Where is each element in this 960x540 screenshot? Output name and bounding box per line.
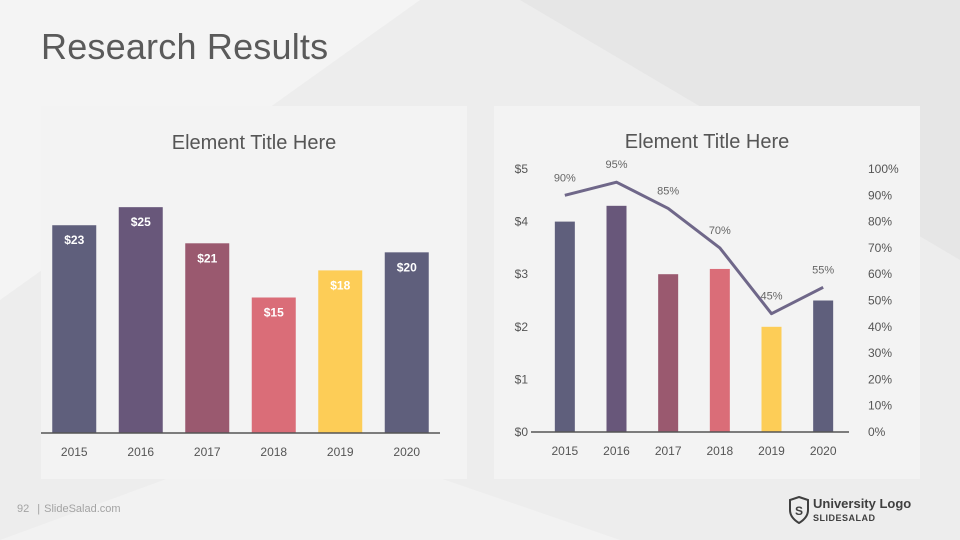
y-left-tick-label: $1 (515, 372, 529, 386)
x-tick-label: 2017 (655, 444, 682, 458)
bar (118, 207, 163, 433)
page-title: Research Results (41, 26, 329, 67)
x-tick-label: 2020 (393, 445, 420, 459)
y-right-tick-label: 0% (868, 425, 886, 439)
x-tick-label: 2016 (603, 444, 630, 458)
line-series (564, 180, 824, 316)
y-right-tick-label: 80% (868, 215, 892, 229)
y-right-tick-label: 40% (868, 320, 892, 334)
y-right-tick-label: 60% (868, 267, 892, 281)
y-right-tick-label: 70% (868, 241, 892, 255)
line-data-label: 90% (554, 172, 576, 184)
logo-subtitle: SLIDESALAD (813, 513, 876, 523)
x-tick-label: 2018 (706, 444, 733, 458)
bar (52, 225, 97, 433)
chart-title: Element Title Here (624, 131, 790, 153)
data-label: $25 (131, 215, 151, 229)
bar (251, 297, 296, 433)
chart-panel-left: Element Title Here $23 2015 $25 2016 $21 2017… (41, 106, 467, 479)
footer: 92 | SlideSalad.com (17, 503, 121, 515)
chart-title: Element Title Here (171, 132, 337, 154)
line-data-label: 45% (760, 291, 782, 303)
bar (813, 300, 834, 432)
data-label: $18 (330, 278, 350, 292)
bar (709, 268, 730, 432)
university-logo: S University Logo SLIDESALAD (788, 496, 938, 526)
x-tick-label: 2017 (194, 445, 221, 459)
bar-chart-left: $23 2015 $25 2016 $21 2017 $15 2018 $18 2019 $20 20… (41, 207, 440, 459)
data-label: $23 (64, 233, 84, 247)
y-right-tick-label: 90% (868, 188, 892, 202)
x-tick-label: 2015 (61, 445, 88, 459)
data-label: $21 (197, 251, 217, 265)
bar (606, 205, 627, 432)
logo-letter: S (795, 504, 803, 518)
y-left-tick-label: $0 (515, 425, 529, 439)
bar (658, 274, 679, 432)
page-number: 92 (17, 503, 30, 515)
data-label: $15 (264, 306, 284, 320)
line-data-label: 85% (657, 185, 679, 197)
bar (761, 326, 782, 432)
bar (318, 270, 363, 433)
y-right-tick-label: 30% (868, 346, 892, 360)
x-tick-label: 2018 (260, 445, 287, 459)
x-tick-label: 2020 (810, 444, 837, 458)
shield-icon: S (789, 496, 809, 524)
y-left-tick-label: $5 (515, 162, 529, 176)
footer-separator: | (37, 503, 41, 515)
logo-title: University Logo (813, 496, 912, 511)
x-tick-label: 2019 (758, 444, 785, 458)
y-right-tick-label: 20% (868, 372, 892, 386)
x-tick-label: 2016 (127, 445, 154, 459)
line-data-label: 95% (605, 159, 627, 171)
y-left-tick-label: $3 (515, 267, 529, 281)
footer-link[interactable]: SlideSalad.com (44, 503, 121, 515)
bar (185, 243, 230, 433)
bar (554, 221, 575, 432)
y-right-tick-label: 10% (868, 399, 892, 413)
y-left-tick-label: $2 (515, 320, 529, 334)
y-right-tick-label: 100% (868, 162, 899, 176)
bar (384, 252, 429, 433)
y-right-tick-label: 50% (868, 294, 892, 308)
line-data-label: 70% (709, 225, 731, 237)
x-tick-label: 2019 (327, 445, 354, 459)
y-left-tick-label: $4 (515, 215, 529, 229)
x-tick-label: 2015 (551, 444, 578, 458)
chart-panel-right: Element Title Here $0 $1 $2 $3 $4 $5 0% 10% 20% 3… (494, 106, 920, 479)
data-label: $20 (397, 260, 417, 274)
line-data-label: 55% (812, 264, 834, 276)
combo-chart-right: $0 $1 $2 $3 $4 $5 0% 10% 20% 30% 40% 50% 60% 70% 80% 90… (515, 159, 899, 458)
